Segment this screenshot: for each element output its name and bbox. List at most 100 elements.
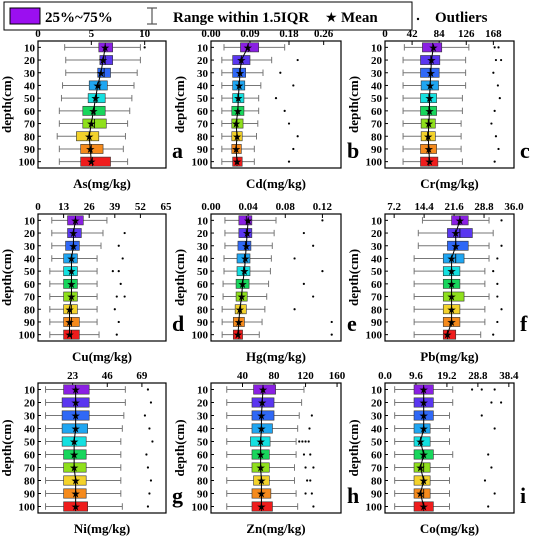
x-tick-label: 168 xyxy=(485,28,502,40)
outlier-point xyxy=(143,46,146,49)
y-tick-label: 70 xyxy=(24,463,36,475)
panel-h: 40 80 120 160102030405060708090100depth(cm)… xyxy=(172,370,359,536)
outlier-point xyxy=(493,46,496,49)
y-tick-label: 30 xyxy=(371,241,383,253)
outlier-point xyxy=(148,427,151,430)
outlier-point xyxy=(113,308,116,311)
mean-marker: ★ xyxy=(70,214,80,227)
box xyxy=(63,449,87,460)
mean-marker: ★ xyxy=(71,397,81,410)
mean-marker: ★ xyxy=(231,143,241,156)
outlier-point xyxy=(496,257,499,260)
y-tick-label: 90 xyxy=(197,144,209,156)
box xyxy=(232,156,243,167)
panel-letter: f xyxy=(520,311,528,336)
outlier-point xyxy=(490,466,493,469)
mean-marker: ★ xyxy=(425,79,435,92)
y-tick-label: 80 xyxy=(371,304,383,316)
box xyxy=(420,55,441,65)
outlier-point xyxy=(302,453,306,456)
mean-marker: ★ xyxy=(69,449,79,462)
y-tick-label: 50 xyxy=(197,266,209,278)
panel-letter: g xyxy=(172,483,183,508)
mean-marker: ★ xyxy=(86,156,96,169)
y-tick-label: 50 xyxy=(371,266,383,278)
mean-trend-line xyxy=(446,220,461,335)
outlier-point xyxy=(304,492,307,495)
outlier-point xyxy=(490,401,493,404)
x-tick-label: 9.6 xyxy=(409,370,423,382)
x-tick-label: 0.04 xyxy=(239,201,259,213)
mean-marker: ★ xyxy=(256,501,266,514)
mean-marker: ★ xyxy=(233,105,243,118)
outlier-point xyxy=(296,135,299,138)
mean-marker: ★ xyxy=(67,252,77,265)
mean-trend-line xyxy=(427,47,434,162)
box xyxy=(251,410,275,421)
y-tick-label: 90 xyxy=(24,317,36,329)
y-axis-label: depth(cm) xyxy=(172,249,187,306)
mean-marker: ★ xyxy=(84,130,94,143)
y-tick-label: 70 xyxy=(24,119,36,131)
mean-marker: ★ xyxy=(238,278,248,291)
y-tick-label: 40 xyxy=(371,424,383,436)
x-tick-label: 23 xyxy=(67,370,79,382)
panel-letter: h xyxy=(347,483,359,508)
y-tick-label: 80 xyxy=(197,476,209,488)
y-tick-label: 50 xyxy=(24,93,36,105)
outlier-point xyxy=(287,160,291,163)
y-tick-label: 40 xyxy=(371,253,383,265)
y-tick-label: 30 xyxy=(24,68,36,80)
outlier-point xyxy=(117,244,120,247)
panel-letter: i xyxy=(520,483,526,508)
y-tick-label: 20 xyxy=(24,55,36,67)
mean-marker: ★ xyxy=(232,156,242,169)
box xyxy=(253,384,276,395)
mean-marker: ★ xyxy=(416,436,426,449)
mean-marker: ★ xyxy=(91,92,101,105)
box xyxy=(236,253,251,264)
outlier-point xyxy=(500,58,503,62)
y-axis-label: depth(cm) xyxy=(346,249,361,306)
mean-marker: ★ xyxy=(242,227,252,240)
panels: 0 5 10102030405060708090100depth(cm)As(mg/… xyxy=(0,28,530,536)
mean-marker: ★ xyxy=(67,291,77,304)
mean-marker: ★ xyxy=(98,54,108,67)
y-tick-label: 100 xyxy=(366,330,383,342)
mean-marker: ★ xyxy=(89,105,99,118)
mean-marker: ★ xyxy=(69,240,79,253)
panel-letter: e xyxy=(347,311,357,336)
x-tick-label: 69 xyxy=(136,370,148,382)
plot-frame xyxy=(384,40,515,169)
plot-frame xyxy=(384,382,515,514)
outlier-point xyxy=(487,505,490,508)
y-tick-label: 100 xyxy=(192,502,209,514)
outlier-point xyxy=(321,270,324,273)
y-tick-label: 80 xyxy=(197,304,209,316)
mean-marker: ★ xyxy=(423,130,433,143)
panel-letter: c xyxy=(520,138,530,163)
y-tick-label: 40 xyxy=(197,80,209,92)
mean-marker: ★ xyxy=(447,316,457,329)
mean-marker: ★ xyxy=(71,410,81,423)
mean-marker: ★ xyxy=(96,67,106,80)
mean-marker: ★ xyxy=(425,156,435,169)
x-tick-label: 0 xyxy=(382,28,388,40)
outlier-point xyxy=(312,466,315,469)
mean-marker: ★ xyxy=(243,214,253,227)
outlier-point xyxy=(321,219,324,222)
x-tick-label: 52 xyxy=(135,201,147,213)
legend-box-swatch xyxy=(9,7,41,25)
outlier-point xyxy=(500,308,503,311)
y-tick-label: 40 xyxy=(197,253,209,265)
y-tick-label: 80 xyxy=(371,476,383,488)
mean-marker: ★ xyxy=(85,143,95,156)
outlier-point xyxy=(500,401,503,404)
box xyxy=(98,42,113,53)
outlier-point xyxy=(296,58,299,62)
mean-marker: ★ xyxy=(236,54,246,67)
outlier-point xyxy=(143,414,147,417)
mean-marker: ★ xyxy=(257,397,267,410)
